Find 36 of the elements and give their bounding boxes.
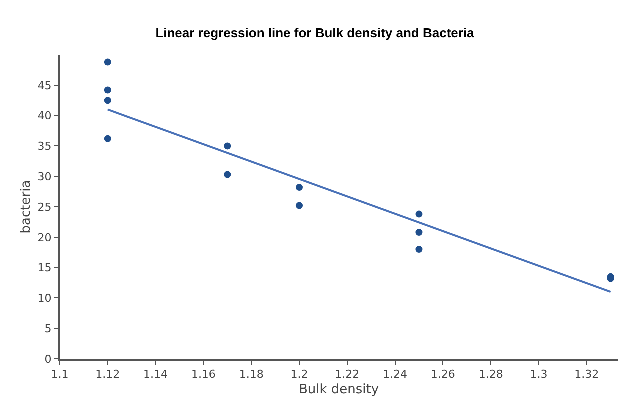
x-tick-label: 1.2 — [290, 368, 308, 382]
point — [104, 135, 112, 142]
point — [104, 97, 112, 104]
x-tick-label: 1.22 — [335, 368, 360, 382]
point — [224, 171, 232, 178]
y-tick-label: 10 — [38, 292, 52, 306]
point — [296, 202, 303, 210]
point — [416, 229, 423, 236]
x-tick-label: 1.12 — [96, 368, 120, 382]
x-tick-label: 1.26 — [430, 368, 456, 382]
y-tick-label: 30 — [38, 170, 52, 184]
y-tick-label: 0 — [44, 352, 52, 366]
x-tick-label: 1.18 — [239, 368, 264, 382]
x-axis-title: Bulk density — [298, 382, 380, 398]
y-axis-title: bacteria — [19, 180, 34, 234]
x-tick-label: 1.16 — [191, 368, 216, 382]
y-tick-label: 5 — [44, 322, 52, 336]
point — [296, 184, 303, 192]
x-tick-label: 1.24 — [383, 368, 408, 382]
point — [104, 58, 112, 66]
y-tick-label: 45 — [38, 79, 52, 92]
y-tick-label: 15 — [38, 262, 52, 275]
chart-title: Linear regression line for Bulk density and Bacteria — [156, 26, 476, 41]
y-tick-label: 20 — [38, 231, 52, 244]
x-tick-label: 1.3 — [530, 368, 548, 382]
x-tick-label: 1.14 — [144, 368, 168, 382]
point — [224, 142, 232, 150]
point — [416, 246, 423, 254]
point — [104, 86, 112, 94]
x-tick-label: 1.32 — [574, 368, 600, 382]
y-tick-label: 35 — [38, 140, 52, 154]
y-tick-label: 25 — [38, 200, 52, 214]
point — [416, 210, 423, 218]
x-tick-label: 1.28 — [478, 368, 504, 382]
x-tick-label: 1.1 — [51, 368, 69, 382]
y-tick-label: 40 — [38, 110, 52, 123]
